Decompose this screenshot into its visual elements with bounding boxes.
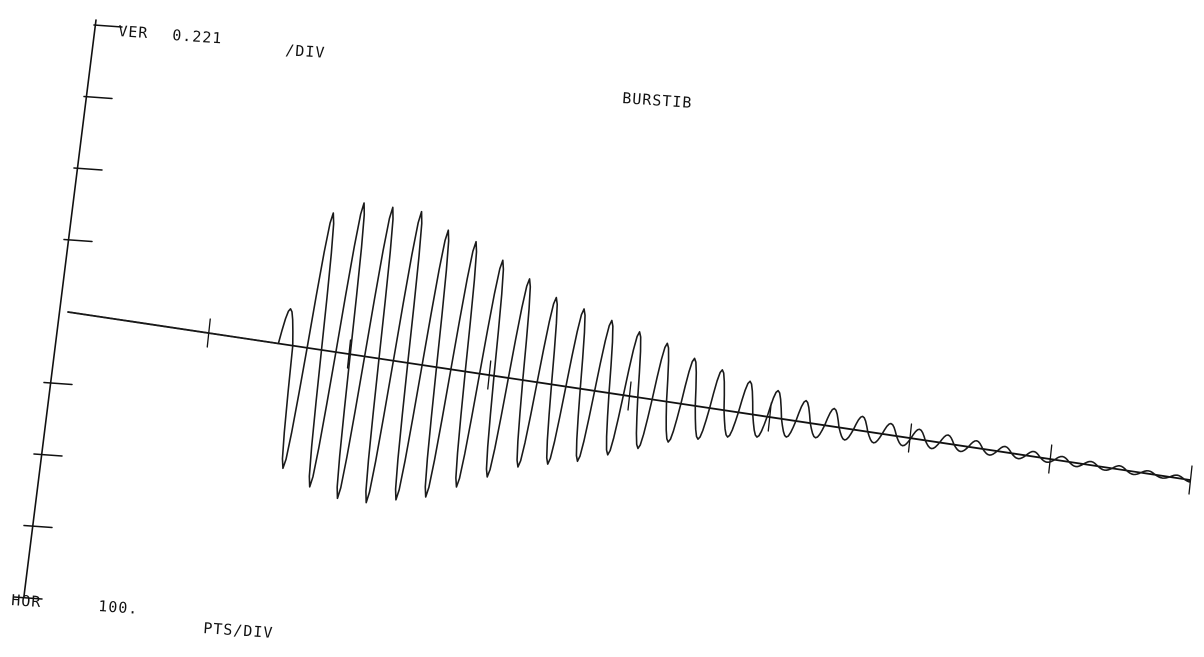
trace-layer (67, 202, 1191, 504)
signal-trace (67, 202, 1191, 504)
vertical-axis-tick (23, 524, 53, 529)
vertical-axis-tick (83, 95, 113, 100)
vertical-axis-tick (93, 24, 123, 28)
horizontal-scale-value: 100. (98, 597, 139, 618)
vertical-axis-tick (43, 381, 73, 386)
vertical-axis-tick (73, 167, 103, 171)
vertical-scale-unit: /DIV (285, 41, 326, 62)
vertical-axis-line (23, 19, 97, 597)
horizontal-axis-tick (1048, 444, 1053, 474)
vertical-axis-tick (63, 238, 93, 243)
vertical-axis-tag: VER (118, 22, 149, 42)
chart-title: BURSTIB (622, 89, 693, 112)
vertical-axis-tick (33, 453, 63, 457)
horizontal-scale-unit: PTS/DIV (203, 619, 274, 642)
horizontal-axis-tick (346, 339, 352, 369)
horizontal-axis-tag: HOR (11, 591, 42, 611)
horizontal-axis-tick (487, 360, 492, 390)
axes-layer (13, 19, 1193, 600)
horizontal-axis-tick (907, 423, 913, 453)
vertical-scale-value: 0.221 (172, 26, 223, 47)
horizontal-axis-tick (627, 381, 632, 411)
vertical-axis-tick (13, 596, 43, 600)
horizontal-axis-tick (1188, 465, 1193, 495)
